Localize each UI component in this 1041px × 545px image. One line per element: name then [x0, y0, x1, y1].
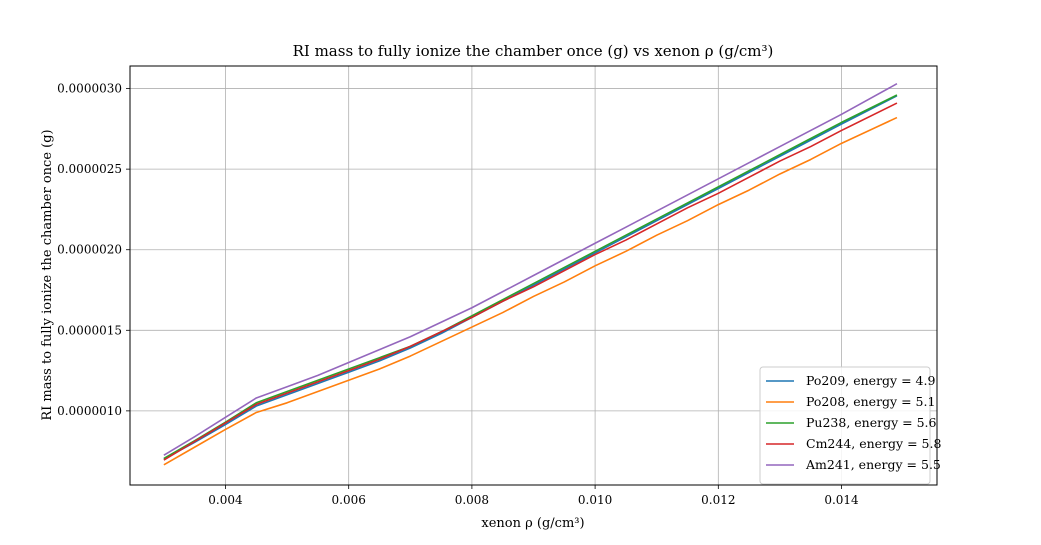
x-tick-label: 0.014	[824, 493, 859, 507]
legend-label: Pu238, energy = 5.6	[806, 415, 936, 430]
x-tick-label: 0.010	[578, 493, 612, 507]
legend-label: Po209, energy = 4.9	[806, 373, 935, 388]
chart-title: RI mass to fully ionize the chamber once…	[293, 42, 774, 60]
x-tick-label: 0.004	[208, 493, 243, 507]
y-axis: 0.0000010 0.0000015 0.0000020 0.0000025 0.00…	[57, 82, 130, 418]
legend-box	[759, 366, 931, 485]
y-tick-label: 0.0000030	[57, 82, 122, 96]
y-tick-label: 0.0000020	[57, 243, 122, 257]
plot-frame	[129, 65, 938, 486]
series-lines	[163, 83, 898, 466]
x-axis-label: xenon ρ (g/cm³)	[481, 516, 584, 531]
series-line-2	[163, 94, 898, 460]
x-axis: 0.004 0.006 0.008 0.010 0.012 0.014	[208, 485, 859, 507]
x-tick-label: 0.006	[332, 493, 366, 507]
y-tick-label: 0.0000025	[57, 162, 122, 176]
legend: Po209, energy = 4.9 Po208, energy = 5.1 Pu…	[759, 366, 941, 485]
y-tick-label: 0.0000015	[57, 323, 122, 337]
legend-label: Po208, energy = 5.1	[806, 394, 935, 409]
series-line-4	[163, 83, 898, 456]
legend-label: Am241, energy = 5.5	[805, 457, 941, 472]
series-line-3	[163, 102, 898, 461]
x-tick-label: 0.012	[701, 493, 735, 507]
grid-lines	[130, 66, 937, 485]
series-line-1	[163, 116, 898, 466]
legend-label: Cm244, energy = 5.8	[806, 436, 941, 451]
y-axis-label: RI mass to fully ionize the chamber once…	[40, 129, 55, 420]
x-tick-label: 0.008	[455, 493, 489, 507]
y-tick-label: 0.0000010	[57, 404, 122, 418]
